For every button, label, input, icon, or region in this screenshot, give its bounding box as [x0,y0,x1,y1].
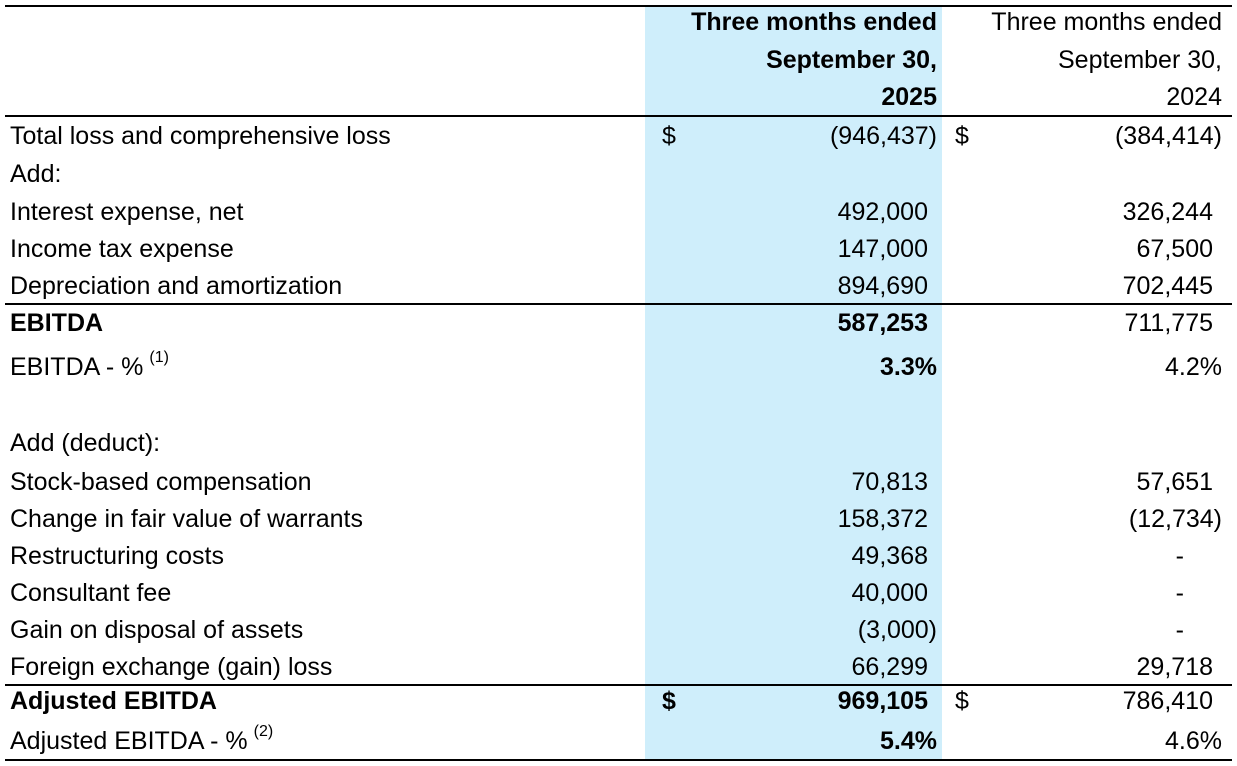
current-value: 158,372 [837,505,928,533]
prior-value: 702,445 [1122,272,1213,300]
current-value: 894,690 [837,272,928,300]
prior-value: 786,410 [1122,687,1213,715]
current-value: 5.4% [880,727,937,755]
header-current: 2025 [881,83,937,111]
prior-value: 4.6% [1165,727,1222,755]
prior-value: 67,500 [1136,235,1213,263]
prior-value: 4.2% [1165,353,1222,381]
current-value: 40,000 [851,579,928,607]
row-label: Adjusted EBITDA - % [10,727,248,755]
prior-value: - [1175,542,1184,570]
prior-value: 326,244 [1122,198,1213,226]
row-label: EBITDA - % [10,353,144,381]
row-label: Change in fair value of warrants [10,505,363,533]
current-value: (3,000) [857,616,937,644]
current-value: 66,299 [851,653,928,681]
header-prior: Three months ended [991,8,1222,36]
footnote-ref: (2) [253,723,274,740]
header-prior: September 30, [1058,46,1222,74]
current-value: 147,000 [837,235,928,263]
currency-symbol: $ [955,122,969,150]
footnote-ref: (1) [149,349,169,366]
prior-value: 57,651 [1136,468,1213,496]
prior-value: (12,734) [1128,505,1222,533]
currency-symbol: $ [662,687,676,715]
row-label: Consultant fee [10,579,172,607]
current-column-shading [645,7,942,760]
currency-symbol: $ [662,122,676,150]
current-value: 3.3% [880,353,937,381]
total-rule [5,684,1232,686]
current-value: 587,253 [837,309,928,337]
row-label: Income tax expense [10,235,234,263]
row-label: Gain on disposal of assets [10,616,304,644]
current-value: 969,105 [837,687,928,715]
prior-value: 29,718 [1136,653,1213,681]
current-value: 70,813 [851,468,928,496]
row-label: Add (deduct): [10,429,161,457]
prior-value: - [1175,616,1184,644]
row-label: Restructuring costs [10,542,224,570]
prior-value: (384,414) [1114,122,1222,150]
prior-value: 711,775 [1124,309,1213,337]
row-label: Adjusted EBITDA [10,687,217,715]
header-prior: 2024 [1166,83,1222,111]
current-value: (946,437) [829,122,937,150]
row-label: Interest expense, net [10,198,244,226]
bottom-rule [5,759,1232,761]
row-label: EBITDA [10,309,104,337]
header-rule [5,115,1232,117]
current-value: 49,368 [851,542,928,570]
header-current: September 30, [766,46,937,74]
prior-value: - [1175,579,1184,607]
top-rule [5,5,1232,7]
row-label: Depreciation and amortization [10,272,343,300]
subtotal-rule [5,303,1232,305]
currency-symbol: $ [955,687,969,715]
current-value: 492,000 [837,198,928,226]
header-current: Three months ended [691,8,937,36]
row-label: Stock-based compensation [10,468,312,496]
row-label: Add: [10,160,62,188]
row-label: Foreign exchange (gain) loss [10,653,333,681]
row-label: Total loss and comprehensive loss [10,122,391,150]
